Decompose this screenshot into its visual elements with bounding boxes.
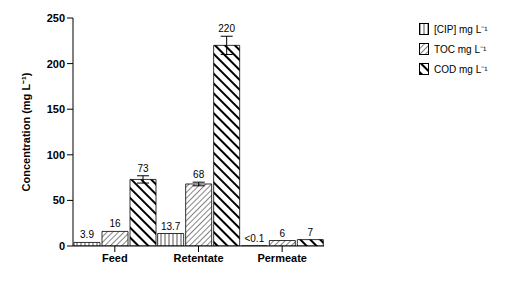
svg-text:220: 220 [218,23,235,34]
svg-text:Retentate: Retentate [173,252,223,264]
svg-text:68: 68 [193,169,205,180]
html-text:COD mg L⁻¹: COD mg L⁻¹ [434,64,488,75]
svg-text:50: 50 [53,194,65,206]
svg-text:13.7: 13.7 [161,221,181,232]
svg-text:73: 73 [137,163,149,174]
svg-text:7: 7 [308,227,314,238]
svg-text:200: 200 [47,58,65,70]
svg-text:Concentration (mg L⁻¹): Concentration (mg L⁻¹) [20,72,32,191]
svg-text:16: 16 [109,218,121,229]
svg-text:Permeate: Permeate [257,252,307,264]
svg-text:<0.1: <0.1 [244,233,264,244]
html-text:[CIP] mg L⁻¹: [CIP] mg L⁻¹ [434,24,488,35]
svg-text:250: 250 [47,12,65,24]
html-text:TOC mg L⁻¹: TOC mg L⁻¹ [434,44,487,55]
svg-text:100: 100 [47,149,65,161]
svg-text:150: 150 [47,103,65,115]
svg-text:6: 6 [280,228,286,239]
svg-text:Feed: Feed [102,252,128,264]
svg-text:0: 0 [59,240,65,252]
svg-text:3.9: 3.9 [80,229,94,240]
